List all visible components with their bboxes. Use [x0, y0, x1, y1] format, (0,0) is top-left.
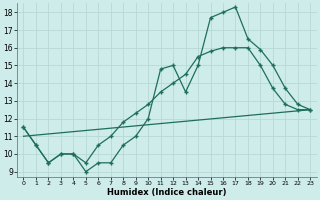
X-axis label: Humidex (Indice chaleur): Humidex (Indice chaleur)	[107, 188, 227, 197]
